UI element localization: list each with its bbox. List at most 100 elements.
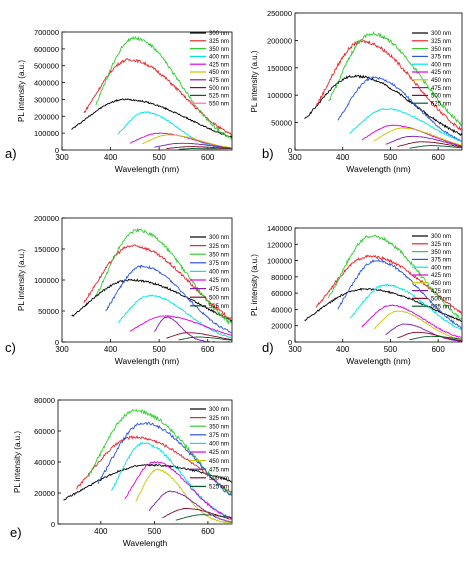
x-tick-label: 400 [336,153,350,162]
series-line-325nm [316,39,462,131]
x-axis-label: Wavelength [123,538,168,548]
series-line-500nm [166,332,232,341]
y-tick-label: 60000 [271,289,292,298]
y-tick-label: 400000 [34,79,59,88]
x-tick-label: 400 [104,345,118,354]
series-line-475nm [385,135,462,147]
legend-label: 400 nm [431,265,451,271]
series-line-375nm [337,258,462,330]
y-tick-label: 200000 [34,112,59,121]
y-tick-label: 0 [55,146,59,155]
legend: 300 nm 325 nm 350 nm 375 nm 400 nm 425 nm 475 … [190,235,229,310]
x-tick-label: 300 [55,345,69,354]
series-line-525nm [175,514,232,521]
y-tick-label: 100000 [267,91,292,100]
series-line-525nm [409,145,462,149]
x-tick-label: 600 [201,153,215,162]
legend-label: 475 nm [209,78,229,84]
legend-label: 450 nm [209,70,229,76]
panel-label: a) [5,146,17,161]
y-tick-label: 200000 [267,36,292,45]
x-tick-label: 400 [336,345,350,354]
series-line-475nm [385,323,462,342]
series-line-350nm [95,227,232,325]
legend-label: 475 nm [209,287,229,293]
y-axis-label: PL intensity (a.u.) [13,431,22,493]
y-tick-label: 100000 [267,257,292,266]
series-line-400nm [349,283,462,331]
legend-label: 350 nm [431,47,451,53]
y-axis-label: PL intensity (a.u.) [250,50,259,112]
x-tick-label: 600 [431,345,445,354]
panel-5: 400 500 600 0 20000 40000 60000 80000 Wavelength… [10,396,233,548]
x-tick-label: 500 [152,345,166,354]
y-axis-label: PL intensity (a.u.) [17,60,26,122]
y-tick-label: 140000 [267,224,292,233]
y-tick-label: 250000 [267,9,292,18]
y-tick-label: 200000 [34,214,59,223]
legend-label: 475 nm [431,86,451,92]
legend-label: 425 nm [209,62,229,68]
series-line-500nm [166,146,232,150]
y-tick-label: 0 [55,338,59,347]
series-line-450nm [373,127,462,146]
legend-label: 300 nm [209,407,229,413]
series-line-475nm [148,490,232,523]
series-line-300nm [304,74,462,136]
series-line-325nm [83,243,232,320]
series-line-500nm [162,507,232,520]
series-line-350nm [95,35,232,140]
series-line-500nm [397,331,462,341]
y-tick-label: 0 [288,338,292,347]
panel-4: 300 400 500 600 0 20000 40000 60000 80000 100000 1… [250,224,463,366]
legend-label: 425 nm [209,278,229,284]
y-tick-label: 0 [51,520,55,529]
y-tick-label: 0 [288,146,292,155]
legend-label: 550 nm [209,101,229,107]
y-axis-label: PL intensity (a.u.) [250,254,259,316]
series-line-375nm [337,75,462,142]
legend-label: 475 nm [431,289,451,295]
legend-label: 375 nm [431,258,451,264]
series-line-425nm [129,132,232,149]
legend-label: 300 nm [431,31,451,37]
y-tick-label: 20000 [34,489,55,498]
series-line-300nm [63,463,232,501]
y-tick-label: 20000 [271,322,292,331]
y-tick-label: 150000 [34,245,59,254]
legend-label: 400 nm [431,62,451,68]
y-tick-label: 600000 [34,45,59,54]
x-axis-label: Wavelength (nm) [115,356,180,366]
y-tick-label: 100000 [34,276,59,285]
legend-label: 350 nm [431,250,451,256]
x-tick-label: 400 [104,153,118,162]
x-tick-label: 600 [201,527,215,536]
series-line-425nm [129,314,232,337]
series-line-300nm [71,98,232,139]
panel-label: c) [5,340,16,355]
legend-label: 400 nm [209,55,229,61]
legend-label: 525 nm [209,485,229,491]
x-tick-label: 600 [201,345,215,354]
y-tick-label: 80000 [34,396,55,405]
series-line-350nm [328,31,462,126]
series-line-475nm [154,316,232,342]
x-tick-label: 300 [288,345,302,354]
panel-2: 300 400 500 600 0 50000 100000 150000 200000 2500… [250,9,463,174]
legend-label: 375 nm [209,433,229,439]
series-line-450nm [142,134,232,149]
plot-frame [61,217,233,343]
legend-label: 325 nm [209,416,229,422]
y-tick-label: 60000 [34,427,55,436]
series-line-400nm [111,441,232,519]
x-tick-label: 500 [384,345,398,354]
legend-label: 350 nm [209,47,229,53]
y-tick-label: 700000 [34,28,59,37]
y-tick-label: 40000 [271,305,292,314]
legend-label: 500 nm [431,297,451,303]
x-tick-label: 600 [431,153,445,162]
legend-label: 425 nm [209,450,229,456]
